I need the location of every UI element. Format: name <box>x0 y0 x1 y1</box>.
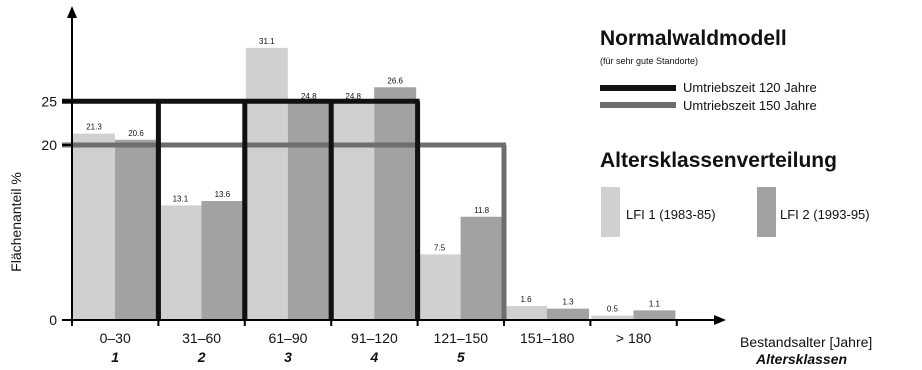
tick-labels-layer: 0 20 25 0–30 1 31–60 2 61–90 3 91–120 4 121–150 5 151… <box>41 93 651 365</box>
legend-label-120: Umtriebszeit 120 Jahre <box>683 80 817 95</box>
value-label-lfi1-3: 24.8 <box>345 92 361 101</box>
y-tick-label-2: 25 <box>41 93 57 109</box>
legend-label-150: Umtriebszeit 150 Jahre <box>683 98 817 113</box>
bar-lfi2-1 <box>201 201 244 320</box>
value-label-lfi2-6: 1.1 <box>649 299 661 308</box>
value-label-lfi2-0: 20.6 <box>128 129 144 138</box>
legend-swatch-lfi2 <box>757 187 776 237</box>
bars-layer <box>73 47 676 320</box>
axes-layer <box>62 6 726 326</box>
value-label-lfi1-1: 13.1 <box>173 194 189 203</box>
value-label-lfi2-5: 1.3 <box>562 298 574 307</box>
bar-lfi2-0 <box>115 139 157 320</box>
value-label-lfi2-2: 24.8 <box>301 92 317 101</box>
legend-label-lfi1: LFI 1 (1983-85) <box>626 207 716 222</box>
y-axis-label: Flächenanteil % <box>8 172 24 272</box>
legend-distribution-title: Altersklassenverteilung <box>600 149 837 172</box>
y-tick-label-1: 20 <box>41 137 57 153</box>
bar-lfi2-3 <box>374 87 417 320</box>
value-label-lfi1-6: 0.5 <box>607 305 619 314</box>
legend-model-title: Normalwaldmodell <box>600 27 787 50</box>
legend-label-lfi2: LFI 2 (1993-95) <box>780 207 870 222</box>
legend-swatch-lfi1 <box>601 187 620 237</box>
class-number-0: 1 <box>111 349 119 365</box>
class-number-1: 2 <box>197 349 206 365</box>
y-axis-arrow-icon <box>67 6 77 18</box>
altersklassen-label: Altersklassen <box>755 351 847 367</box>
model-lines-layer <box>62 98 507 320</box>
bar-lfi2-6 <box>633 310 676 320</box>
value-label-lfi1-5: 1.6 <box>520 295 532 304</box>
legend: Normalwaldmodell (für sehr gute Standort… <box>600 27 870 237</box>
bar-lfi1-2 <box>245 47 288 320</box>
value-labels-layer: 21.3 13.1 31.1 24.8 7.5 1.6 0.5 20.6 13.6 24.8 26.… <box>86 37 660 314</box>
value-label-lfi2-1: 13.6 <box>215 190 231 199</box>
class-number-4: 5 <box>457 349 465 365</box>
x-axis-label: Bestandsalter [Jahre] <box>740 334 872 350</box>
value-label-lfi1-0: 21.3 <box>86 123 102 132</box>
value-label-lfi2-4: 11.8 <box>474 206 490 215</box>
value-label-lfi1-2: 31.1 <box>259 37 275 46</box>
x-tick-label-1: 31–60 <box>182 330 221 346</box>
y-tick-label-0: 0 <box>49 312 57 328</box>
x-tick-label-5: 151–180 <box>520 330 575 346</box>
x-tick-label-4: 121–150 <box>434 330 489 346</box>
x-tick-label-6: > 180 <box>616 330 652 346</box>
bar-lfi1-4 <box>418 254 461 320</box>
bar-lfi1-3 <box>332 103 375 320</box>
x-tick-label-0: 0–30 <box>100 330 131 346</box>
bar-lfi2-2 <box>287 103 330 320</box>
class-number-3: 4 <box>370 349 379 365</box>
bar-lfi1-6 <box>591 315 634 320</box>
class-number-2: 3 <box>284 349 292 365</box>
bar-lfi2-5 <box>547 308 589 320</box>
value-label-lfi2-3: 26.6 <box>387 76 403 85</box>
x-tick-label-2: 61–90 <box>269 330 308 346</box>
x-axis-arrow-icon <box>714 315 726 325</box>
bar-lfi1-1 <box>159 205 202 320</box>
x-tick-label-3: 91–120 <box>351 330 398 346</box>
value-label-lfi1-4: 7.5 <box>434 243 446 252</box>
bar-lfi1-5 <box>505 306 547 320</box>
bar-lfi1-0 <box>73 133 115 320</box>
bar-lfi2-4 <box>460 216 503 320</box>
legend-model-subtitle: (für sehr gute Standorte) <box>600 56 698 66</box>
